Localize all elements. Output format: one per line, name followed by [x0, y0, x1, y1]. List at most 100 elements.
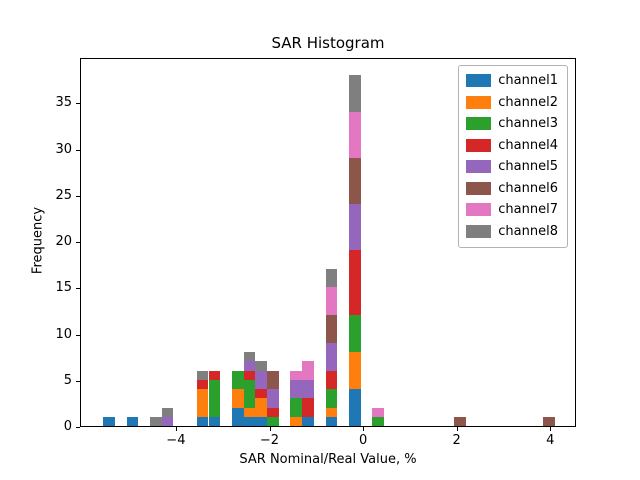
bar-segment-channel2: [290, 416, 303, 426]
legend-swatch-icon: [466, 74, 492, 88]
bar-segment-channel5: [325, 342, 338, 371]
bar-segment-channel4: [208, 370, 221, 380]
legend-label: channel7: [498, 202, 558, 218]
x-tick-mark: [269, 427, 271, 431]
bar-segment-channel6: [325, 315, 338, 343]
y-tick-mark: [76, 103, 80, 105]
bar-segment-channel6: [348, 157, 361, 204]
x-axis-label: SAR Nominal/Real Value, %: [239, 452, 417, 467]
bar-segment-channel5: [302, 379, 314, 399]
bar-segment-channel8: [255, 361, 267, 371]
bar-segment-channel1: [348, 389, 361, 426]
bar-segment-channel7: [302, 361, 314, 380]
bar-segment-channel5: [290, 379, 303, 399]
legend: channel1 channel2 channel3 channel4 channel5…: [458, 65, 568, 248]
legend-swatch-icon: [466, 160, 492, 174]
bar-segment-channel6: [267, 370, 279, 389]
y-tick-label: 20: [55, 234, 72, 249]
bar-segment-channel6: [543, 416, 555, 426]
legend-item-channel8: channel8: [466, 221, 558, 243]
bar-segment-channel8: [325, 268, 338, 288]
legend-label: channel2: [498, 94, 558, 110]
bar-segment-channel7: [372, 407, 384, 417]
legend-item-channel2: channel2: [466, 92, 558, 114]
legend-item-channel4: channel4: [466, 135, 558, 157]
bar-segment-channel4: [196, 379, 209, 389]
bar-segment-channel4: [325, 370, 338, 389]
bar-segment-channel3: [208, 379, 221, 417]
y-tick-label: 15: [55, 280, 72, 296]
legend-swatch-icon: [466, 117, 492, 131]
bar-segment-channel2: [243, 407, 256, 417]
legend-label: channel5: [498, 159, 558, 175]
bar-segment-channel3: [348, 315, 361, 352]
bar-segment-channel1: [231, 407, 244, 426]
legend-swatch-icon: [466, 224, 492, 238]
legend-label: channel3: [498, 116, 558, 132]
legend-item-channel5: channel5: [466, 156, 558, 178]
bar-segment-channel3: [290, 398, 303, 417]
bar-segment-channel2: [348, 352, 361, 389]
bar-segment-channel8: [348, 74, 361, 112]
x-tick-mark: [550, 427, 552, 431]
bar-segment-channel7: [348, 111, 361, 158]
bar-segment-channel5: [243, 361, 256, 371]
bar-segment-channel1: [103, 416, 115, 426]
bar-segment-channel4: [255, 389, 267, 399]
bar-segment-channel2: [231, 389, 244, 408]
bar-segment-channel7: [290, 370, 303, 380]
legend-item-channel6: channel6: [466, 178, 558, 200]
legend-item-channel3: channel3: [466, 113, 558, 135]
bar-segment-channel5: [348, 204, 361, 251]
bar-segment-channel5: [255, 370, 267, 389]
bar-segment-channel2: [325, 407, 338, 417]
bar-segment-channel8: [196, 370, 209, 380]
legend-swatch-icon: [466, 181, 492, 195]
y-tick-label: 35: [55, 95, 72, 111]
bar-segment-channel8: [161, 407, 174, 417]
x-tick-mark: [175, 427, 177, 431]
y-tick-mark: [76, 334, 80, 336]
y-tick-label: 5: [63, 372, 72, 388]
bar-segment-channel4: [348, 250, 361, 315]
bar-segment-channel7: [325, 287, 338, 315]
plot-area: channel1 channel2 channel3 channel4 channel5…: [80, 58, 576, 427]
bar-segment-channel2: [196, 389, 209, 417]
y-tick-mark: [76, 195, 80, 197]
x-tick-label: −2: [259, 433, 280, 448]
y-tick-mark: [76, 242, 80, 243]
bar-segment-channel4: [302, 398, 314, 417]
bar-segment-channel4: [267, 407, 279, 417]
legend-label: channel6: [498, 180, 558, 196]
y-tick-label: 30: [55, 141, 72, 157]
bar-segment-channel4: [243, 370, 256, 380]
y-tick-label: 25: [55, 187, 72, 203]
bar-segment-channel3: [372, 416, 384, 426]
legend-swatch-icon: [466, 203, 492, 217]
x-tick-mark: [456, 427, 458, 431]
bar-segment-channel3: [267, 416, 279, 426]
bar-segment-channel2: [255, 398, 267, 417]
chart-title: SAR Histogram: [271, 34, 385, 52]
y-tick-mark: [76, 288, 80, 290]
bar-segment-channel1: [325, 416, 338, 426]
y-tick-label: 0: [63, 419, 72, 434]
bar-segment-channel6: [454, 416, 466, 426]
x-tick-label: 0: [358, 433, 368, 448]
x-tick-label: 4: [546, 433, 555, 448]
bar-segment-channel3: [325, 389, 338, 408]
bar-segment-channel8: [243, 352, 256, 362]
bar-segment-channel5: [267, 389, 279, 408]
bar-segment-channel1: [208, 416, 221, 426]
bar-segment-channel5: [161, 416, 174, 426]
bar-segment-channel3: [243, 379, 256, 408]
bar-segment-channel3: [231, 370, 244, 389]
y-tick-mark: [76, 149, 80, 151]
legend-swatch-icon: [466, 95, 492, 109]
legend-label: channel8: [498, 223, 558, 239]
legend-swatch-icon: [466, 138, 492, 152]
bar-segment-channel1: [243, 416, 256, 426]
bar-segment-channel1: [302, 416, 314, 426]
legend-label: channel4: [498, 137, 558, 153]
